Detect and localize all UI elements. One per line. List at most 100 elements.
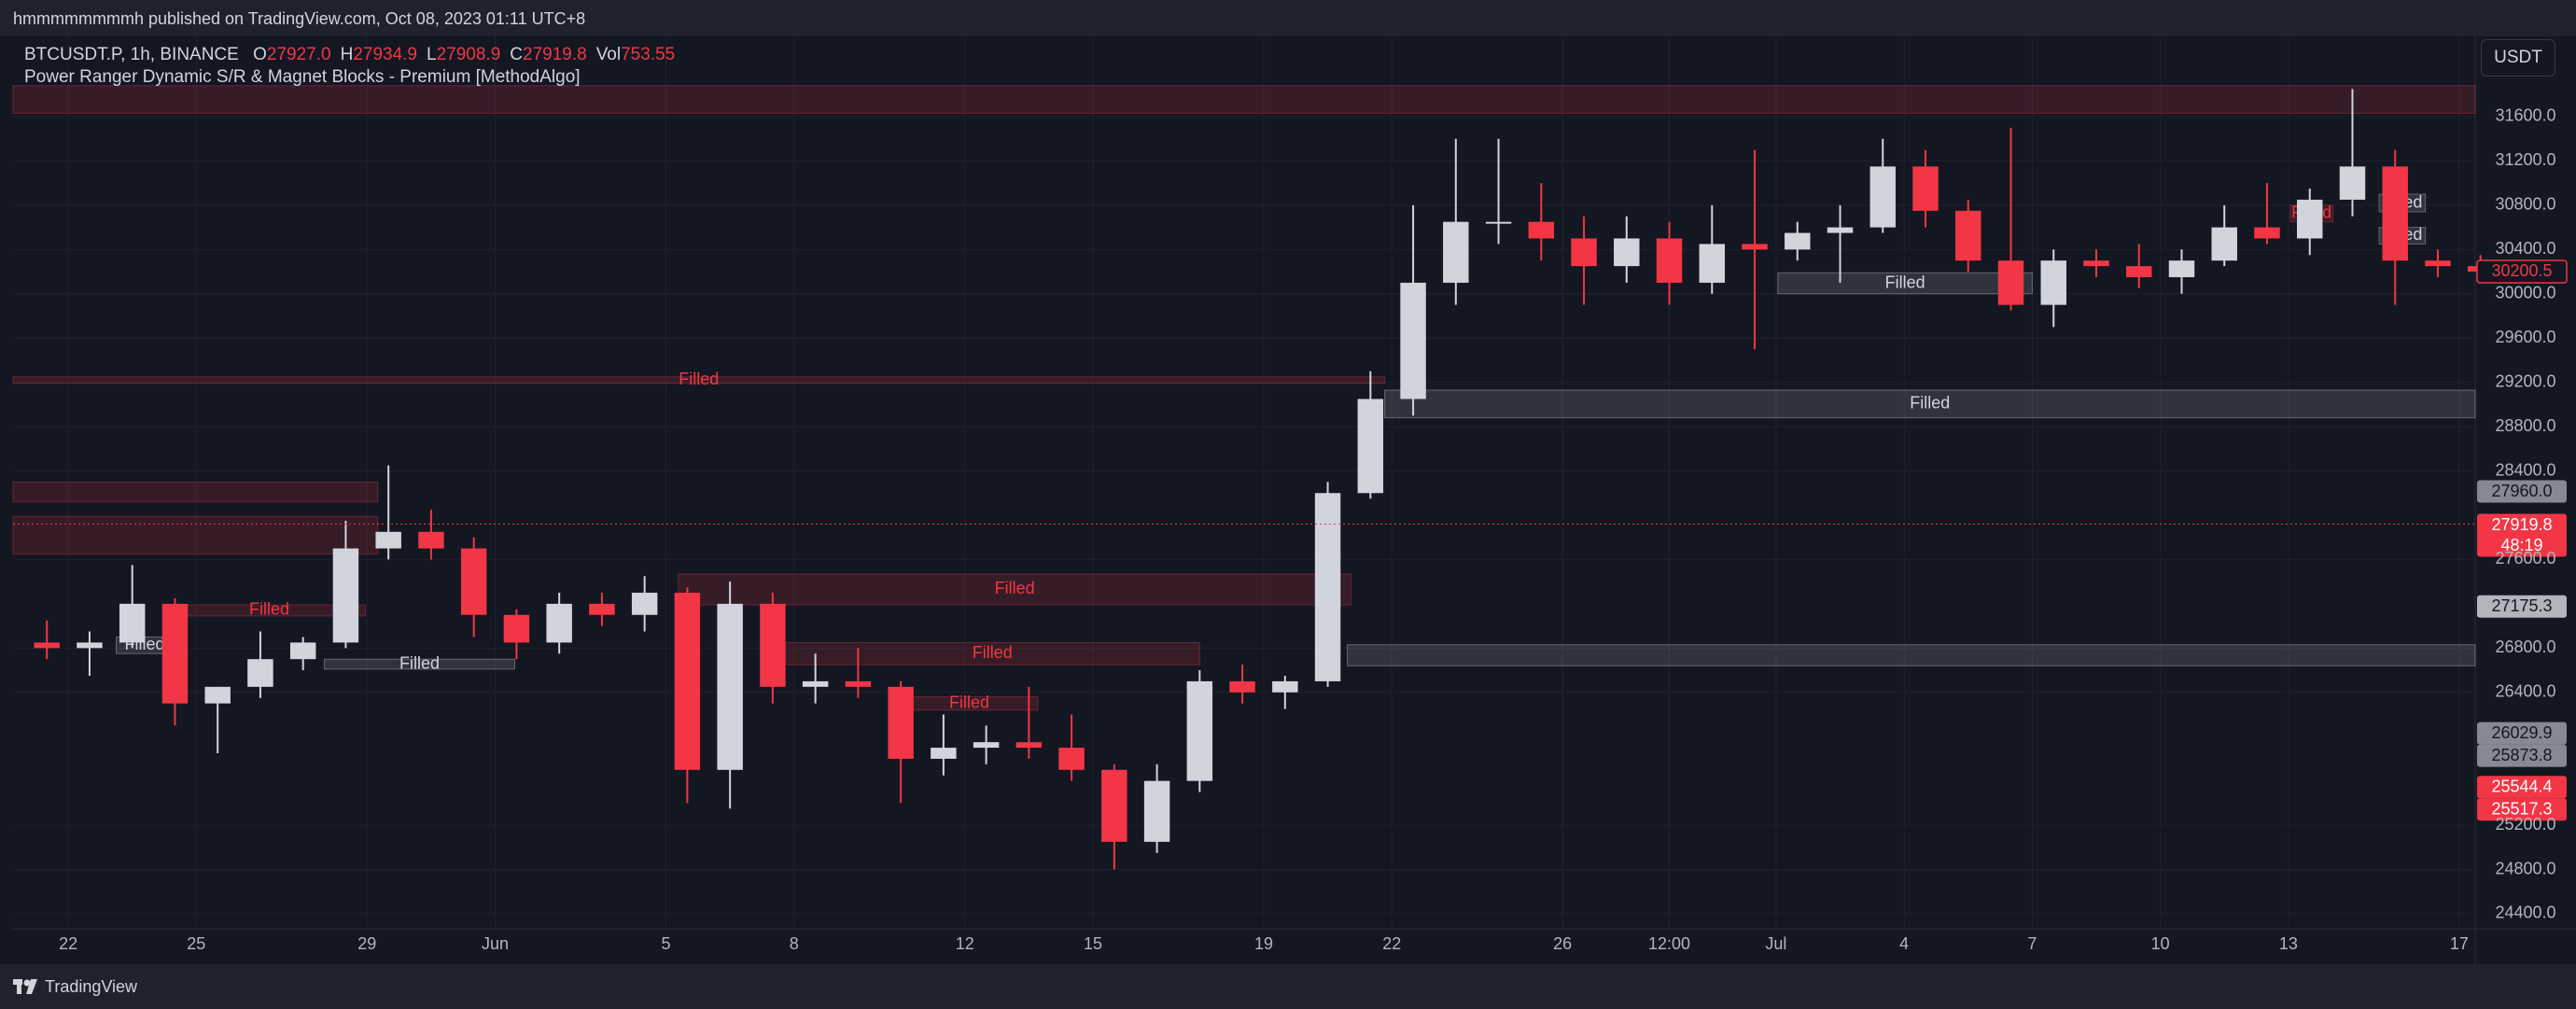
candle-body xyxy=(1955,210,1981,261)
price-tag xyxy=(2477,595,2567,618)
price-tag-label: 27919.8 xyxy=(2491,515,2552,534)
candle-body xyxy=(1528,221,1555,239)
candle-body xyxy=(674,593,701,770)
zone xyxy=(12,515,379,555)
bottom-bar xyxy=(0,964,2576,1009)
x-tick-label: 5 xyxy=(662,934,671,953)
candle-body xyxy=(973,742,1000,749)
candle-body xyxy=(1186,680,1213,781)
candle-body xyxy=(589,603,615,615)
y-tick-label: 29200.0 xyxy=(2495,371,2555,390)
x-tick-label: 7 xyxy=(2027,934,2037,953)
candle-body xyxy=(332,548,359,643)
zone-label: Filled xyxy=(1885,273,1925,291)
candle-body xyxy=(845,680,872,687)
candle-body xyxy=(375,531,401,549)
candle-body xyxy=(2040,260,2066,305)
y-tick-label: 26800.0 xyxy=(2495,638,2555,656)
candle-body xyxy=(1272,680,1298,693)
candle-body xyxy=(2168,260,2195,277)
y-tick-label: 26400.0 xyxy=(2495,682,2555,701)
legend: BTCUSDT.P, 1h, BINANCE O27927.0 H27934.9 L… xyxy=(24,45,684,65)
candle-body xyxy=(1742,244,1768,250)
candle-body xyxy=(1699,244,1726,283)
candle-body xyxy=(1015,742,1043,749)
candle-body xyxy=(2211,227,2237,261)
y-tick-label: 29600.0 xyxy=(2495,328,2555,346)
zone-label: Filled xyxy=(679,370,719,388)
price-tag-label: 25544.4 xyxy=(2491,777,2552,795)
legend-label: O xyxy=(253,45,267,64)
candle-body xyxy=(717,603,743,770)
zone-label: Filled xyxy=(973,643,1013,662)
x-tick-label: 13 xyxy=(2279,934,2298,953)
candle-body xyxy=(161,603,189,704)
price-tag-label: 25873.8 xyxy=(2491,746,2552,764)
legend-label: H xyxy=(340,45,354,64)
currency-button[interactable]: USDT xyxy=(2481,39,2555,77)
zone xyxy=(324,658,516,670)
y-tick-label: 31200.0 xyxy=(2495,150,2555,169)
legend-label: Vol xyxy=(595,45,622,64)
candle-body xyxy=(77,642,103,649)
candle-body xyxy=(2425,260,2451,267)
legend-value: 27919.8 xyxy=(523,45,587,64)
y-tick-label: 30400.0 xyxy=(2495,239,2555,258)
published-note: hmmmmmmmmh published on TradingView.com,… xyxy=(13,9,586,28)
candle-body xyxy=(1357,399,1384,494)
candle-body xyxy=(2297,199,2323,239)
candle-body xyxy=(418,531,444,549)
candle-body xyxy=(1443,221,1469,283)
candle-body xyxy=(2339,166,2366,200)
legend-value: 753.55 xyxy=(621,45,676,64)
price-tag-label: 27960.0 xyxy=(2491,482,2552,500)
y-tick-label: 25200.0 xyxy=(2495,815,2555,834)
legend-value: 27908.9 xyxy=(436,45,501,64)
y-tick-label: 31600.0 xyxy=(2495,106,2555,125)
candle-body xyxy=(1912,166,1939,211)
x-tick-label: Jul xyxy=(1765,934,1786,953)
candle-body xyxy=(1785,232,1811,250)
brand: TradingView xyxy=(45,977,138,996)
candle-body xyxy=(888,686,914,759)
candle-body xyxy=(2126,266,2152,277)
zone xyxy=(678,573,1351,606)
zone-label: Filled xyxy=(1910,394,1950,413)
x-tick-label: 4 xyxy=(1899,934,1909,953)
candle-body xyxy=(1143,780,1170,842)
candle-body xyxy=(247,659,273,687)
candle-body xyxy=(119,603,146,643)
price-tag-label: 25517.3 xyxy=(2491,799,2552,818)
price-tag xyxy=(2477,722,2567,745)
x-tick-label: 17 xyxy=(2450,934,2469,953)
price-tag xyxy=(2477,776,2567,799)
price-tag xyxy=(2477,798,2567,821)
candle-body xyxy=(2382,166,2408,261)
y-tick-label: 24800.0 xyxy=(2495,859,2555,877)
candle-body xyxy=(546,603,572,643)
candle-body xyxy=(2254,227,2280,239)
legend-label: C xyxy=(510,45,523,64)
x-tick-label: 26 xyxy=(1553,934,1572,953)
x-tick-label: 8 xyxy=(790,934,799,953)
x-tick-label: Jun xyxy=(482,934,509,953)
zone-label: Filled xyxy=(399,653,440,672)
zone xyxy=(12,481,379,503)
price-tags: 30200.5 27960.0 27919.8 48:19 27175.3 26029.9… xyxy=(13,259,2568,821)
candle-body xyxy=(760,603,786,687)
x-tick-label: 12:00 xyxy=(1648,934,1690,953)
price-tag-label: 26029.9 xyxy=(2491,723,2552,742)
candle-body xyxy=(1614,238,1640,267)
candle-body xyxy=(931,748,957,759)
legend-value: 27934.9 xyxy=(353,45,417,64)
legend-value: 27927.0 xyxy=(266,45,331,64)
x-tick-label: 29 xyxy=(357,934,376,953)
price-tag xyxy=(2477,480,2567,503)
candle-body xyxy=(1400,282,1426,399)
symbol: BTCUSDT.P, 1h, BINANCE xyxy=(24,45,239,64)
grid xyxy=(13,36,2475,929)
x-tick-label: 10 xyxy=(2151,934,2170,953)
price-tag xyxy=(2477,513,2567,557)
x-tick-label: 15 xyxy=(1084,934,1102,953)
